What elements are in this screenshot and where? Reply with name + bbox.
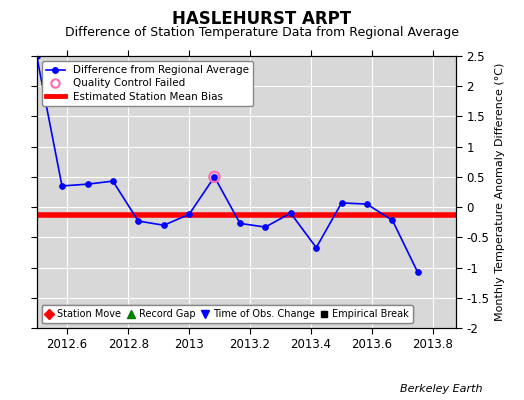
Point	[210, 174, 219, 180]
Text: Berkeley Earth: Berkeley Earth	[400, 384, 482, 394]
Text: HASLEHURST ARPT: HASLEHURST ARPT	[172, 10, 352, 28]
Legend: Station Move, Record Gap, Time of Obs. Change, Empirical Break: Station Move, Record Gap, Time of Obs. C…	[41, 305, 413, 323]
Text: Difference of Station Temperature Data from Regional Average: Difference of Station Temperature Data f…	[65, 26, 459, 39]
Y-axis label: Monthly Temperature Anomaly Difference (°C): Monthly Temperature Anomaly Difference (…	[495, 63, 505, 321]
